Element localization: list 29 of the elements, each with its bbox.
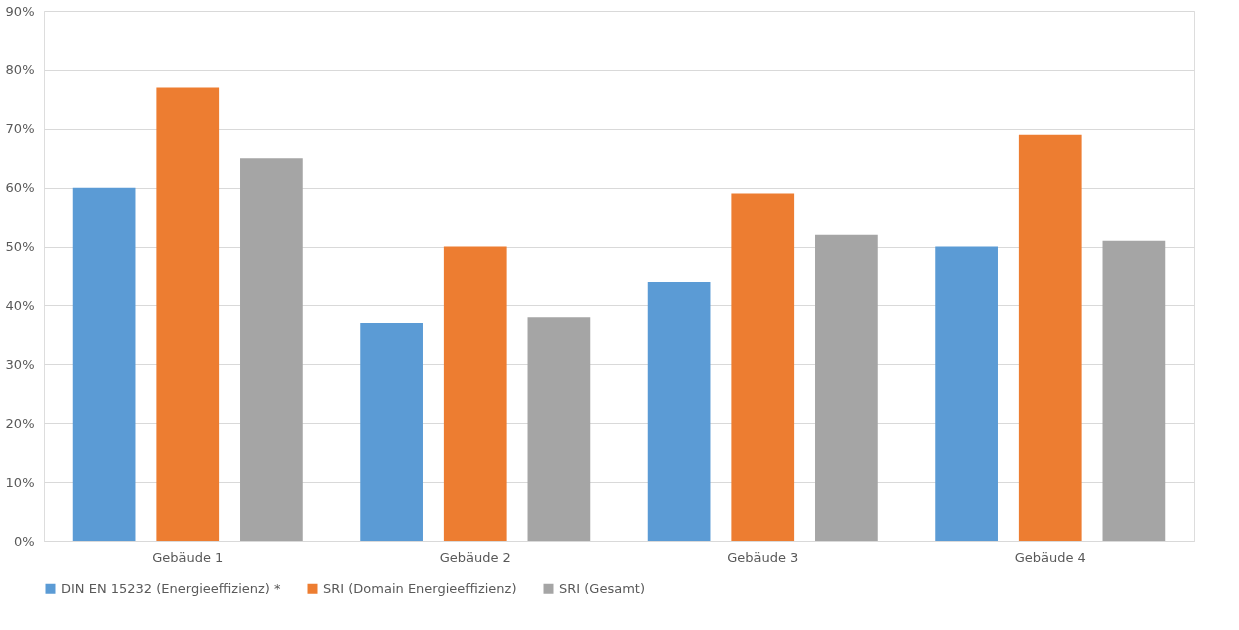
y-tick-label: 0% — [13, 533, 35, 549]
legend-label: DIN EN 15232 (Energieeffizienz) * — [61, 580, 282, 596]
legend-label: SRI (Gesamt) — [559, 580, 645, 596]
bar — [527, 317, 591, 541]
x-tick-label: Gebäude 2 — [439, 549, 511, 565]
bar — [443, 246, 507, 541]
bar — [156, 87, 220, 541]
bar — [240, 158, 303, 541]
y-tick-label: 80% — [5, 62, 35, 78]
bar — [1102, 240, 1166, 541]
y-tick-label: 50% — [5, 239, 35, 255]
y-tick-label: 70% — [5, 121, 35, 137]
bar — [360, 323, 423, 541]
x-tick-label: Gebäude 4 — [1014, 549, 1086, 565]
bar — [72, 187, 136, 541]
bar — [1018, 134, 1082, 541]
y-tick-label: 60% — [5, 180, 35, 196]
y-tick-label: 40% — [5, 297, 35, 313]
bar — [815, 234, 878, 541]
x-tick-label: Gebäude 1 — [152, 549, 224, 565]
y-tick-label: 90% — [5, 3, 35, 19]
y-tick-label: 20% — [5, 415, 35, 431]
legend-label: SRI (Domain Energieeffizienz) — [323, 580, 517, 596]
bar — [647, 281, 711, 541]
y-tick-label: 30% — [5, 356, 35, 372]
bar — [935, 246, 998, 541]
y-tick-label: 10% — [5, 474, 35, 490]
x-tick-label: Gebäude 3 — [727, 549, 799, 565]
bar — [731, 193, 795, 541]
